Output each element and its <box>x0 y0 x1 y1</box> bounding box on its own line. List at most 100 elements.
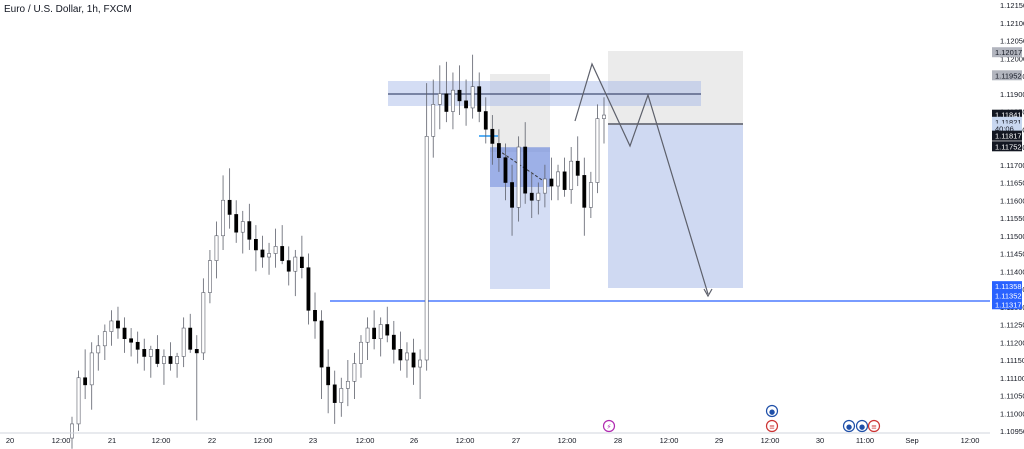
x-tick-label: 29 <box>715 436 723 445</box>
x-tick-label: 12:00 <box>961 436 980 445</box>
x-axis[interactable]: 20 12:00 21 12:00 22 12:00 23 12:00 26 12:00 27 12:… <box>6 436 980 445</box>
chart-title: Euro / U.S. Dollar, 1h, FXCM <box>4 4 132 15</box>
candle <box>536 192 541 201</box>
candle <box>497 143 501 158</box>
projection-path[interactable] <box>574 62 709 295</box>
candle <box>365 327 370 343</box>
candle <box>444 93 449 112</box>
y-tick-label: 1.11900 <box>1000 90 1024 99</box>
lightning-icon[interactable]: ⚡ <box>602 419 616 433</box>
dashed-trend[interactable] <box>497 149 546 183</box>
candle <box>549 178 554 187</box>
candle <box>260 249 265 258</box>
candle <box>352 363 357 382</box>
x-tick-label: 21 <box>108 436 116 445</box>
candle <box>372 327 377 339</box>
candle <box>339 388 344 403</box>
event-icon-ring <box>765 404 779 418</box>
blue-zone-right[interactable] <box>608 123 743 288</box>
candle <box>523 146 528 194</box>
candle <box>122 327 127 339</box>
y-tick-label: 1.11050 <box>1000 392 1024 401</box>
x-tick-label: Sep <box>905 436 918 445</box>
price-tag-label: 1.11817 <box>995 132 1022 141</box>
x-tick-label: 23 <box>309 436 317 445</box>
candle <box>319 320 324 368</box>
candle <box>345 380 350 389</box>
candle <box>273 246 278 254</box>
price-tag <box>992 281 1022 292</box>
candle <box>162 356 166 364</box>
y-axis[interactable]: 1.121501.121001.120501.120001.119501.119… <box>1000 1 1024 436</box>
candle <box>424 136 429 361</box>
x-tick-label: 12:00 <box>356 436 375 445</box>
y-tick-label: 1.11200 <box>1000 338 1024 347</box>
candle <box>227 199 232 215</box>
candle <box>378 324 383 339</box>
candle <box>254 239 258 251</box>
event-icons[interactable]: ⚡ ● ≡ ● ● ≡ <box>602 404 881 433</box>
y-tick-label: 1.11550 <box>1000 214 1024 223</box>
x-tick-label: 20 <box>6 436 14 445</box>
price-tag <box>992 290 1022 301</box>
x-tick-label: 28 <box>614 436 622 445</box>
candle <box>411 352 416 368</box>
x-tick-label: 30 <box>816 436 824 445</box>
price-tag <box>992 299 1022 310</box>
lightning-icon-ring <box>602 419 616 433</box>
price-tags: 1.12017 1.11952 1.118411.1182140:061.11817… <box>992 47 1022 310</box>
x-tick-label: 12:00 <box>254 436 273 445</box>
candle <box>280 246 285 261</box>
grey-box-right[interactable] <box>608 51 743 124</box>
y-tick-label: 1.11400 <box>1000 267 1024 276</box>
event-icon[interactable]: ● <box>842 419 856 433</box>
candle <box>477 86 482 112</box>
candle <box>188 327 193 350</box>
x-tick-label: 11:00 <box>856 436 874 445</box>
us-flag-icon[interactable]: ≡ <box>867 419 881 433</box>
price-tag-label: 1.11952 <box>995 71 1022 80</box>
candle <box>194 349 199 354</box>
price-tag <box>992 109 1022 120</box>
price-tag-label: 40:06 <box>995 125 1014 134</box>
candle <box>588 182 593 208</box>
candle <box>464 100 468 109</box>
event-icon-glyph: ● <box>859 423 865 431</box>
candle <box>569 160 574 190</box>
candle <box>135 341 140 350</box>
price-tag-label: 1.11752 <box>995 142 1022 151</box>
candle <box>582 175 587 208</box>
candle <box>89 352 94 386</box>
x-tick-label: 12:00 <box>558 436 577 445</box>
price-tag-label: 1.12017 <box>995 48 1022 57</box>
y-tick-label: 1.10950 <box>1000 427 1024 436</box>
drawings-layer[interactable] <box>330 51 990 302</box>
x-tick-label: 12:00 <box>660 436 679 445</box>
us-flag-icon-glyph: ≡ <box>769 423 775 431</box>
candle <box>457 89 462 102</box>
grey-box-left[interactable] <box>490 74 550 152</box>
candle <box>293 256 298 272</box>
y-tick-label: 1.11600 <box>1000 196 1024 205</box>
candles-layer <box>70 54 606 449</box>
price-tag <box>992 70 1022 81</box>
candle <box>76 377 81 425</box>
us-flag-icon[interactable]: ≡ <box>765 419 779 433</box>
event-icon-ring <box>855 419 869 433</box>
candle <box>142 349 147 357</box>
candle <box>470 86 475 109</box>
candle <box>405 352 409 361</box>
y-tick-label: 1.12000 <box>1000 54 1024 63</box>
candle <box>221 199 225 237</box>
event-icon[interactable]: ● <box>855 419 869 433</box>
price-tag <box>992 141 1022 152</box>
event-icon[interactable]: ● <box>765 404 779 418</box>
y-tick-label: 1.11100 <box>1000 374 1024 383</box>
candle <box>326 366 331 386</box>
price-tag-label: 1.11317 <box>995 300 1022 309</box>
candle <box>359 341 363 364</box>
price-tag <box>992 123 1022 134</box>
candle <box>267 253 271 258</box>
price-tag-label: 1.11841 <box>995 111 1022 120</box>
